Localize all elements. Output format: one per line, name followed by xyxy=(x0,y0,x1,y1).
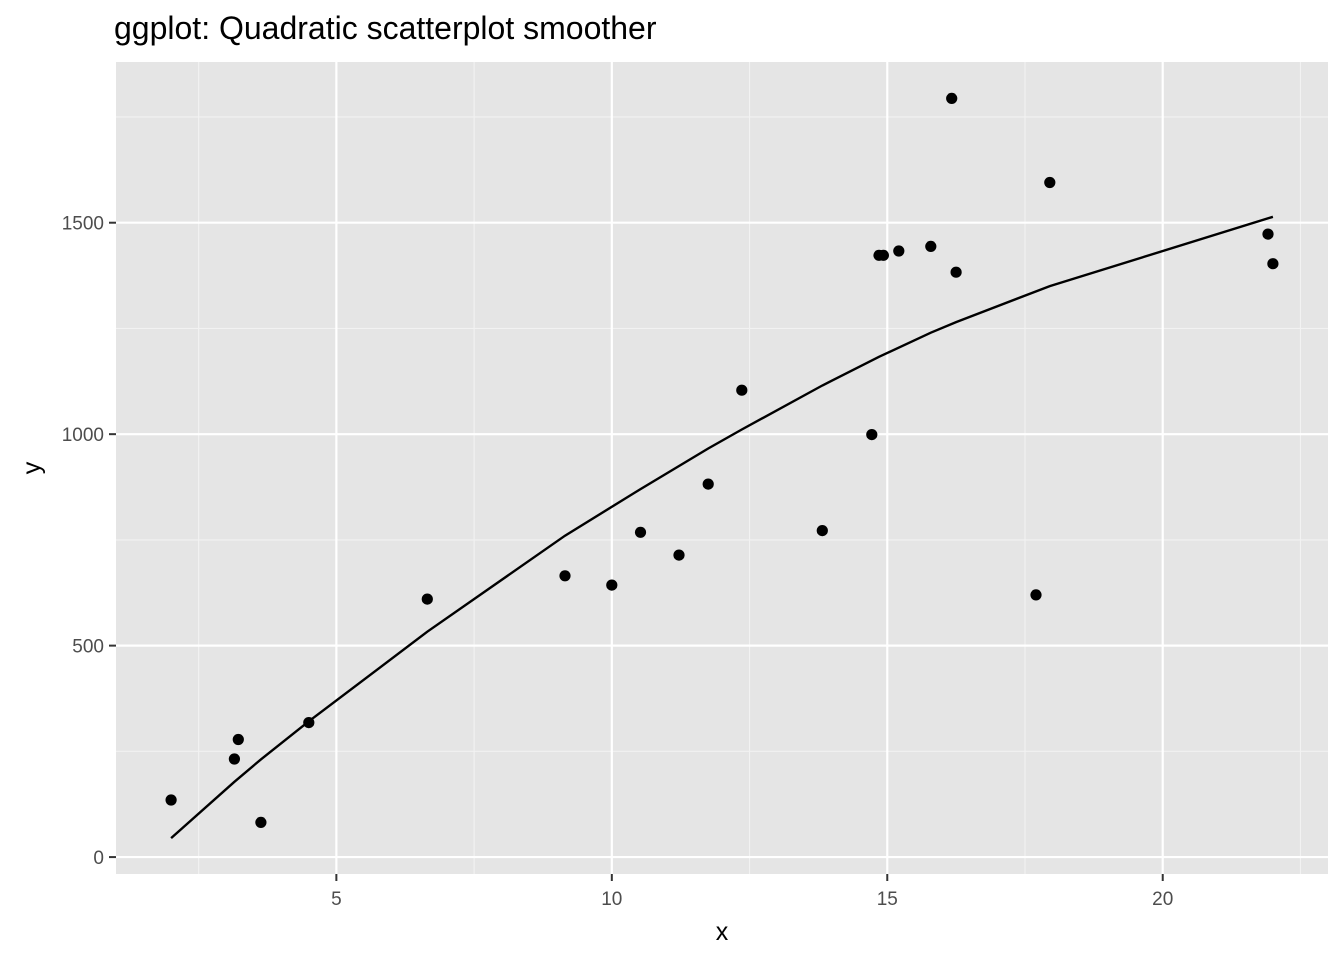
y-tick-label: 1000 xyxy=(62,425,104,446)
data-point xyxy=(950,266,962,278)
data-point xyxy=(1044,176,1056,189)
data-point xyxy=(421,593,433,605)
data-point xyxy=(1262,228,1274,240)
data-point xyxy=(606,579,618,591)
x-axis-title: x xyxy=(716,918,729,946)
x-tick-label: 15 xyxy=(877,889,898,910)
data-point xyxy=(232,733,244,746)
data-point xyxy=(866,429,878,441)
data-point xyxy=(303,717,315,729)
x-tick-label: 20 xyxy=(1152,889,1173,910)
data-point xyxy=(925,240,937,252)
minor-gridlines xyxy=(116,62,1328,874)
data-point xyxy=(559,570,571,582)
data-point xyxy=(228,753,240,765)
data-points xyxy=(165,92,1279,829)
x-tick-label: 10 xyxy=(601,889,622,910)
data-point xyxy=(255,816,267,829)
data-point xyxy=(893,245,905,257)
y-tick-label: 0 xyxy=(93,848,104,869)
data-point xyxy=(877,249,890,261)
x-axis: 5 10 15 20 xyxy=(331,874,1173,910)
chart-title: ggplot: Quadratic scatterplot smoother xyxy=(114,10,657,46)
y-axis: 0 500 1000 1500 xyxy=(62,214,116,869)
y-axis-title: y xyxy=(18,461,46,474)
data-point xyxy=(736,384,748,396)
y-tick-label: 1500 xyxy=(62,214,104,235)
data-point xyxy=(673,549,685,561)
data-point xyxy=(1030,589,1042,601)
data-point xyxy=(816,525,828,537)
major-gridlines xyxy=(116,62,1328,874)
data-point xyxy=(1267,258,1279,270)
y-tick-label: 500 xyxy=(72,637,104,658)
data-point xyxy=(702,478,714,490)
data-point xyxy=(634,526,647,538)
x-tick-label: 5 xyxy=(331,889,342,910)
data-point xyxy=(946,92,958,104)
plot-panel xyxy=(116,62,1328,874)
smoother-line xyxy=(170,215,1274,839)
data-point xyxy=(165,794,177,806)
